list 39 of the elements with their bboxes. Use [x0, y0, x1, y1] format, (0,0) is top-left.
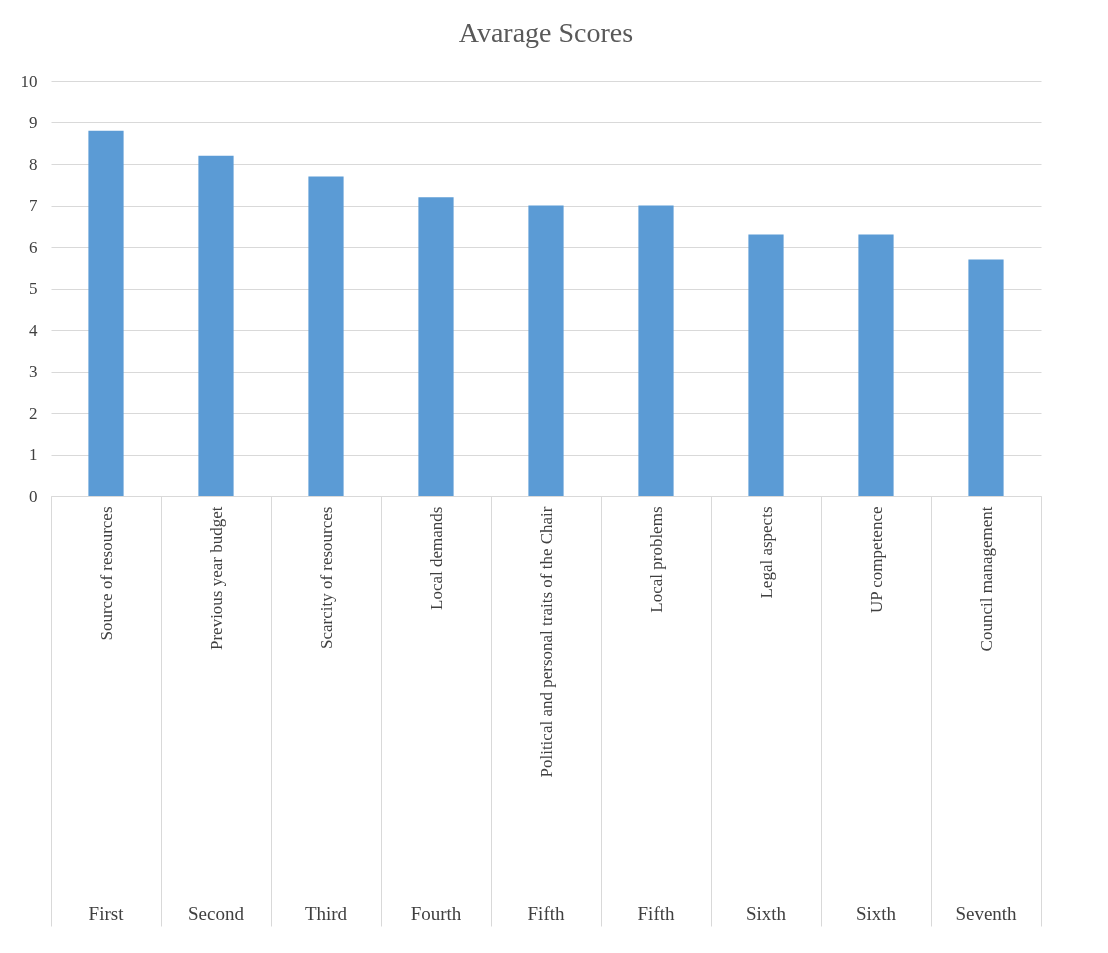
x-tick-label: Legal aspects — [756, 506, 776, 599]
x-tick-label: Local problems — [646, 506, 666, 613]
text: Seventh — [955, 903, 1018, 924]
y-tick-label: 10 — [20, 71, 38, 91]
x-tick-label: Previous year budget — [206, 506, 226, 651]
x-tick-label: Source of resources — [96, 506, 116, 641]
y-tick-label: 3 — [29, 362, 38, 381]
text: Fifth — [527, 903, 565, 924]
text: First — [88, 903, 125, 924]
x-tick-label: Scarcity of resources — [316, 506, 336, 650]
bar — [968, 259, 1004, 496]
x-tick-label: Political and personal traits of the Chair — [536, 506, 556, 778]
y-tick-label: 0 — [29, 486, 38, 506]
y-tick-label: 8 — [29, 154, 38, 174]
text: Second — [188, 903, 245, 924]
y-tick-label: 7 — [29, 196, 38, 215]
bar — [748, 234, 784, 496]
y-tick-label: 6 — [29, 237, 38, 257]
bar — [198, 155, 234, 496]
bar — [88, 130, 124, 496]
bar — [528, 205, 564, 496]
text: Sixth — [745, 903, 787, 924]
chart-title: Avarage Scores — [458, 17, 634, 48]
text: Sixth — [855, 903, 897, 924]
text: Fourth — [410, 903, 462, 924]
text: Fifth — [637, 903, 675, 924]
text: Third — [304, 903, 348, 924]
y-tick-label: 2 — [29, 403, 38, 423]
bar — [858, 234, 894, 496]
y-tick-label: 4 — [29, 320, 38, 340]
bar — [308, 176, 344, 496]
x-tick-label: Council management — [976, 506, 996, 652]
y-tick-label: 1 — [29, 445, 38, 464]
x-tick-label: UP competence — [866, 506, 886, 614]
bar — [638, 205, 674, 496]
y-tick-label: 5 — [29, 279, 38, 298]
x-tick-label: Local demands — [426, 506, 446, 610]
y-tick-label: 9 — [29, 113, 38, 132]
bar — [418, 197, 454, 496]
